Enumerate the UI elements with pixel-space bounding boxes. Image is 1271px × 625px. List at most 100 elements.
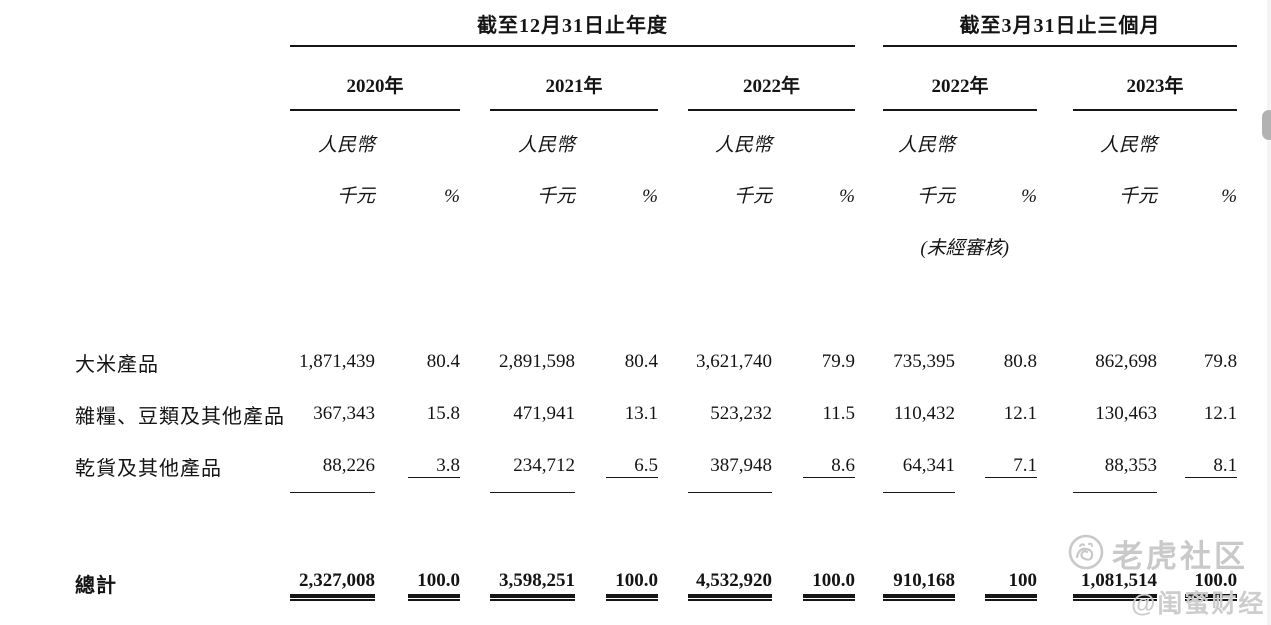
row-label: 大米產品 bbox=[75, 353, 159, 376]
spacer bbox=[75, 46, 290, 110]
cell-amount: 88,353 bbox=[1073, 440, 1157, 493]
spacer bbox=[375, 110, 460, 160]
currency-header: 人民幣 bbox=[897, 135, 955, 156]
cell-total-amount: 3,598,251 bbox=[490, 560, 575, 610]
cell-percent: 13.1 bbox=[624, 403, 658, 424]
spacer bbox=[75, 0, 290, 46]
cell-amount: 234,712 bbox=[490, 440, 575, 493]
cell-amount: 64,341 bbox=[883, 440, 955, 493]
spacer-row bbox=[75, 270, 1237, 336]
cell-percent: 80.4 bbox=[624, 351, 658, 372]
unit-header: 千元 bbox=[336, 186, 375, 207]
currency-header: 人民幣 bbox=[517, 135, 575, 156]
spacer bbox=[658, 46, 688, 110]
spacer bbox=[658, 160, 688, 215]
cell-percent: 12.1 bbox=[1203, 403, 1238, 424]
unaudited-note-row: (未經審核) bbox=[75, 215, 1237, 270]
spacer bbox=[75, 215, 290, 270]
year-header-2022: 2022年 bbox=[688, 46, 855, 111]
percent-header: % bbox=[444, 186, 460, 207]
cell-amount: 471,941 bbox=[513, 403, 575, 424]
cell-amount: 2,891,598 bbox=[499, 351, 575, 372]
cell-percent: 79.9 bbox=[821, 351, 855, 372]
cell-total-percent: 100.0 bbox=[1157, 560, 1238, 610]
spacer bbox=[855, 440, 883, 492]
unit-header: 千元 bbox=[1118, 186, 1157, 207]
spacer bbox=[1037, 336, 1073, 388]
spacer bbox=[772, 110, 855, 160]
percent-header: % bbox=[1021, 186, 1037, 207]
cell-percent: 11.5 bbox=[822, 403, 855, 424]
cell-amount: 3,621,740 bbox=[696, 351, 772, 372]
unit-header: 千元 bbox=[536, 186, 575, 207]
spacer bbox=[460, 388, 490, 440]
spacer bbox=[290, 215, 883, 270]
year-header-2023-interim: 2023年 bbox=[1073, 46, 1238, 111]
cell-amount: 88,226 bbox=[290, 440, 375, 493]
spacer bbox=[855, 160, 883, 215]
scrollbar-track[interactable] bbox=[1267, 0, 1271, 625]
table-row: 雜糧、豆類及其他產品 367,343 15.8 471,941 13.1 523… bbox=[75, 388, 1237, 440]
spacer bbox=[855, 0, 883, 46]
cell-total-amount: 2,327,008 bbox=[290, 560, 375, 610]
spacer bbox=[658, 110, 688, 160]
percent-header: % bbox=[642, 186, 658, 207]
spacer bbox=[1037, 160, 1073, 215]
spacer bbox=[658, 388, 688, 440]
spacer bbox=[460, 160, 490, 215]
currency-header: 人民幣 bbox=[714, 135, 772, 156]
cell-total-amount: 1,081,514 bbox=[1073, 560, 1157, 610]
row-label: 乾貨及其他產品 bbox=[75, 457, 222, 480]
spacer bbox=[1037, 440, 1073, 492]
spacer bbox=[1037, 388, 1073, 440]
cell-amount: 735,395 bbox=[893, 351, 955, 372]
spacer bbox=[955, 110, 1037, 160]
spacer-row bbox=[75, 492, 1237, 560]
spacer bbox=[1037, 46, 1073, 110]
cell-amount: 130,463 bbox=[1095, 403, 1157, 424]
spacer bbox=[855, 336, 883, 388]
percent-header: % bbox=[1221, 186, 1238, 207]
unaudited-note: (未經審核) bbox=[920, 238, 1009, 259]
watermark-brand: 老虎社区 bbox=[1112, 539, 1248, 574]
spacer bbox=[855, 560, 883, 610]
spacer bbox=[75, 160, 290, 215]
unit-header-row: 千元 % 千元 % 千元 % 千元 % 千元 % bbox=[75, 160, 1237, 215]
col-group-interim: 截至3月31日止三個月 bbox=[883, 0, 1238, 47]
spacer bbox=[658, 336, 688, 388]
cell-percent: 80.8 bbox=[1003, 351, 1037, 372]
total-row: 總計 2,327,008 100.0 3,598,251 100.0 4,532… bbox=[75, 560, 1238, 610]
spacer bbox=[460, 560, 490, 610]
total-label: 總計 bbox=[75, 575, 117, 597]
spacer bbox=[855, 110, 883, 160]
spacer bbox=[1037, 215, 1237, 270]
spacer bbox=[575, 110, 658, 160]
currency-header: 人民幣 bbox=[1099, 135, 1157, 156]
watermark-handle: @闺蜜财经 bbox=[1131, 590, 1266, 618]
spacer bbox=[1157, 110, 1237, 160]
cell-amount: 110,432 bbox=[893, 403, 955, 424]
cell-percent: 12.1 bbox=[1003, 403, 1037, 424]
revenue-breakdown-table: 截至12月31日止年度 截至3月31日止三個月 2020年 2021年 2022… bbox=[75, 0, 1238, 610]
cell-amount: 387,948 bbox=[688, 440, 772, 493]
row-label: 雜糧、豆類及其他產品 bbox=[75, 405, 285, 428]
cell-percent: 6.5 bbox=[575, 440, 658, 492]
cell-total-percent: 100.0 bbox=[375, 560, 460, 610]
cell-total-amount: 910,168 bbox=[883, 560, 955, 610]
cell-percent: 15.8 bbox=[426, 403, 460, 424]
spacer bbox=[658, 440, 688, 492]
cell-percent: 8.1 bbox=[1157, 440, 1238, 492]
cell-total-amount: 4,532,920 bbox=[688, 560, 772, 610]
unit-header: 千元 bbox=[916, 186, 955, 207]
spacer bbox=[460, 110, 490, 160]
cell-total-percent: 100.0 bbox=[575, 560, 658, 610]
cell-amount: 367,343 bbox=[313, 403, 375, 424]
cell-total-percent: 100.0 bbox=[772, 560, 855, 610]
tiger-logo-icon bbox=[1068, 534, 1104, 570]
spacer bbox=[460, 46, 490, 110]
cell-percent: 7.1 bbox=[955, 440, 1037, 492]
year-header-2022-interim: 2022年 bbox=[883, 46, 1037, 111]
cell-amount: 862,698 bbox=[1095, 351, 1157, 372]
scrollbar-thumb[interactable] bbox=[1262, 110, 1271, 140]
currency-header-row: 人民幣 人民幣 人民幣 人民幣 人民幣 bbox=[75, 110, 1237, 160]
